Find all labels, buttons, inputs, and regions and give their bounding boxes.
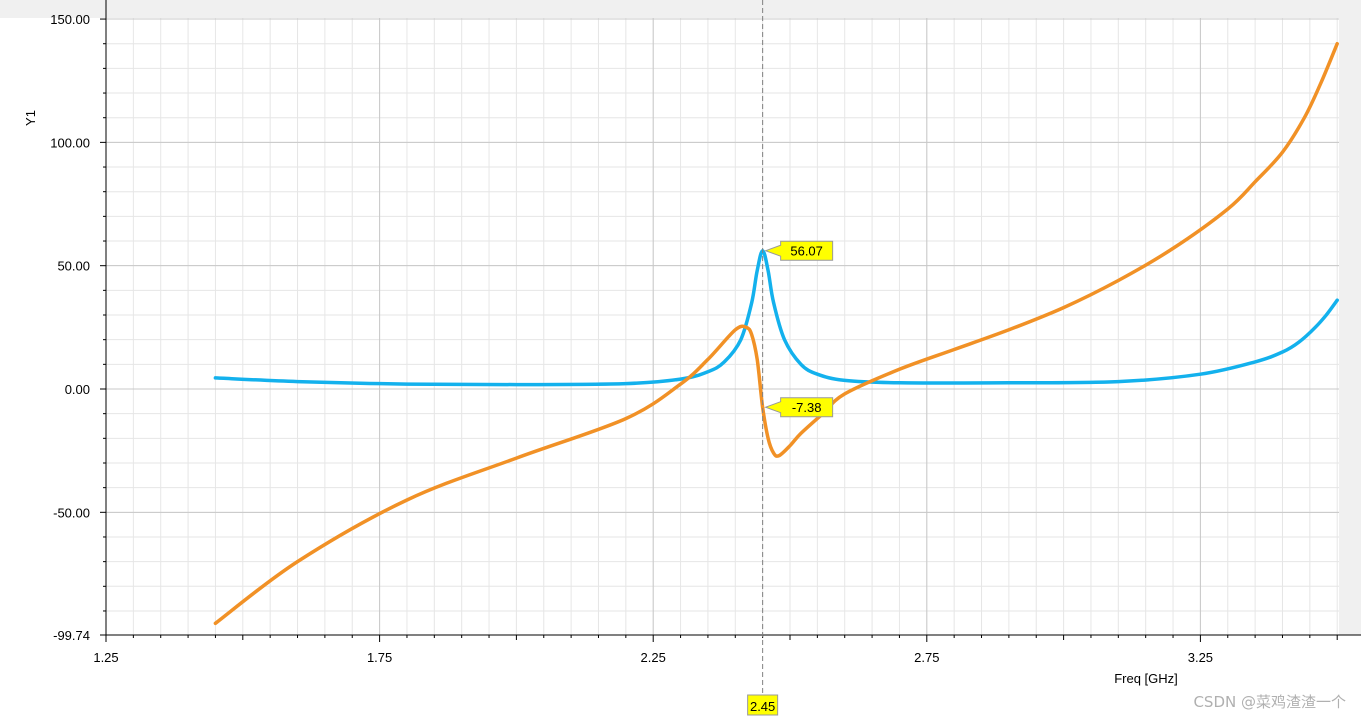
x-tick-label: 1.25 <box>93 650 118 665</box>
y-tick-label: 150.00 <box>50 12 90 27</box>
x-axis-title: Freq [GHz] <box>1114 671 1178 686</box>
x-tick-label: 1.75 <box>367 650 392 665</box>
y-tick-label: 0.00 <box>65 382 90 397</box>
series-group <box>213 41 1339 626</box>
marker-group[interactable]: 2.45 56.07 -7.38 <box>747 0 834 716</box>
marker-value-callout <box>764 240 834 261</box>
tick-labels: 1.25 1.75 2.25 2.75 3.25 150.00 100.00 50.00 0.0… <box>50 12 1213 665</box>
axis-ticks <box>100 18 1338 642</box>
y-tick-label: 50.00 <box>57 259 90 274</box>
right-margin-band <box>1339 18 1361 635</box>
marker-x-label: 2.45 <box>750 699 775 714</box>
y-tick-label: 100.00 <box>50 135 90 150</box>
series-line-2 <box>213 41 1339 626</box>
top-band <box>0 0 1361 18</box>
marker-value-label: -7.38 <box>792 400 822 415</box>
plot-background <box>106 18 1361 635</box>
series-line-1 <box>213 248 1339 387</box>
marker-point-1: 56.07 <box>764 240 834 261</box>
x-tick-label: 2.75 <box>914 650 939 665</box>
y-tick-label: -50.00 <box>53 505 90 520</box>
y-axis-title: Y1 <box>23 110 38 126</box>
grid <box>105 0 1361 636</box>
marker-value-label: 56.07 <box>790 244 823 259</box>
watermark-text: CSDN @菜鸡渣渣一个 <box>1193 693 1346 711</box>
marker-x-label-box <box>747 694 779 716</box>
marker-value-callout <box>764 397 834 418</box>
x-tick-label: 2.25 <box>641 650 666 665</box>
y-tick-label: -99.74 <box>53 628 90 643</box>
marker-point-2: -7.38 <box>764 397 834 418</box>
x-tick-label: 3.25 <box>1188 650 1213 665</box>
